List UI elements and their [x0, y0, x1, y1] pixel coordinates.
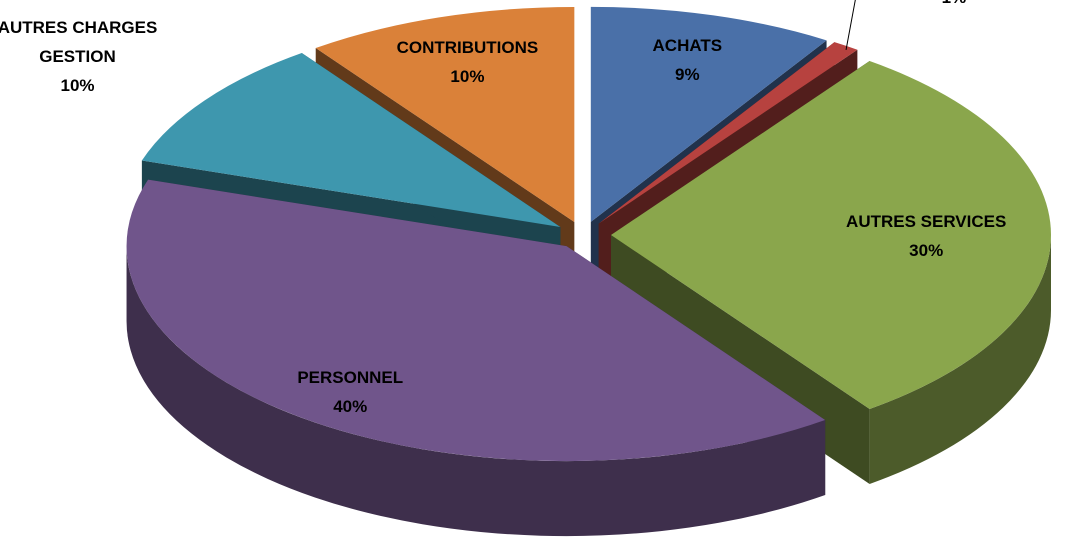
- slice: [611, 61, 1051, 409]
- slice-value-label: 30%: [909, 240, 944, 260]
- slice-value-label: 9%: [675, 65, 700, 84]
- slice-value-label: 1%: [859, 0, 1049, 12]
- slice-label: PERSONNEL: [297, 368, 404, 388]
- slice: [598, 42, 858, 224]
- slice-label: AUTRES SERVICES: [846, 211, 1007, 231]
- slice-wall: [869, 235, 1051, 484]
- slice-value-label: 40%: [333, 397, 368, 417]
- slice: [126, 179, 826, 462]
- leader-line: [845, 0, 856, 50]
- slice-label: CONTRIBUTIONS: [396, 37, 539, 57]
- slice-value-label: 10%: [60, 75, 95, 95]
- slice-value-label: 10%: [450, 66, 485, 86]
- slice: [141, 53, 561, 227]
- slice-label: ACHATS: [652, 36, 723, 55]
- slice: [590, 6, 827, 222]
- slice-label: AUTRES CHARGES GESTION: [0, 17, 158, 66]
- slice: [315, 6, 575, 222]
- slice-wall: [126, 246, 826, 537]
